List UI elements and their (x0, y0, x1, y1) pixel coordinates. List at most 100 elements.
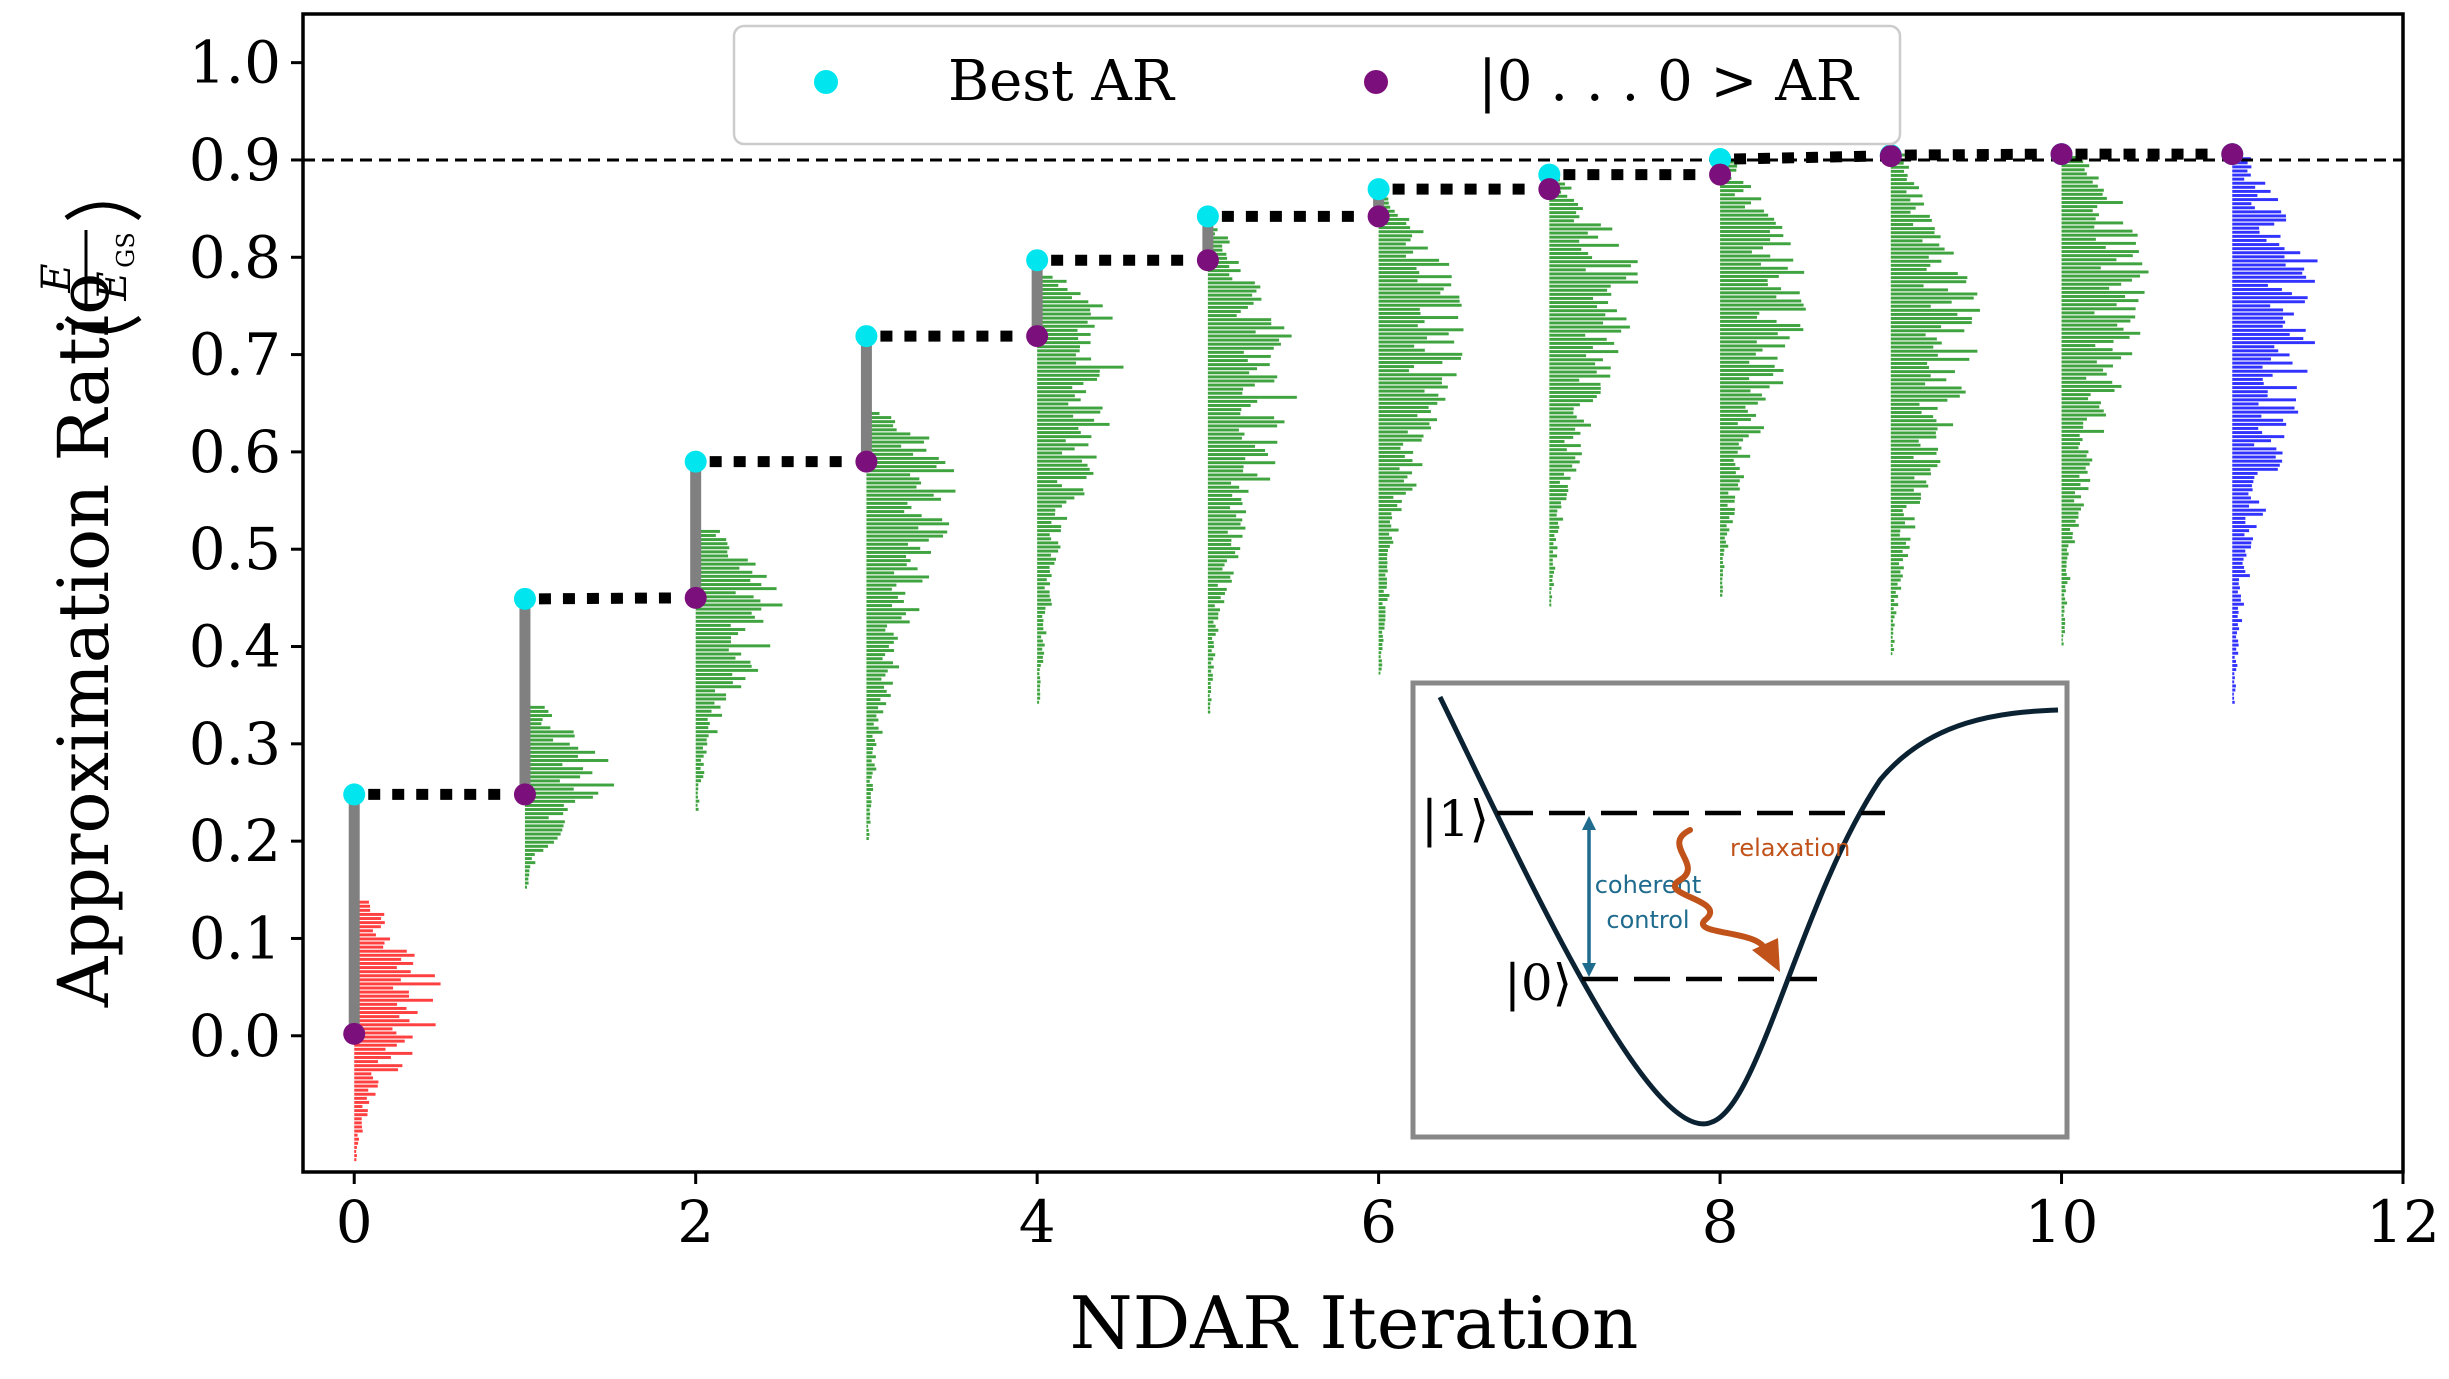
histogram-bar-5-47 (1207, 518, 1243, 522)
x-tick-label-6: 12 (2366, 1188, 2440, 1256)
histogram-bar-9-89 (1890, 288, 1948, 292)
histogram-bar-4-17 (1037, 631, 1047, 635)
histogram-bar-11-119 (2232, 214, 2286, 218)
histogram-bar-5-9 (1207, 673, 1213, 677)
histogram-bar-10-90 (2061, 274, 2141, 278)
histogram-bar-3-54 (866, 616, 902, 620)
histogram-bar-3-41 (866, 669, 888, 673)
histogram-bar-5-31 (1207, 583, 1218, 587)
histogram-bar-4-23 (1037, 606, 1046, 610)
histogram-bar-9-37 (1890, 500, 1920, 504)
histogram-bar-1-17 (524, 816, 549, 820)
histogram-bar-7-5 (1549, 583, 1554, 587)
histogram-bar-5-45 (1207, 526, 1246, 530)
histogram-bar-9-0 (1890, 652, 1893, 656)
histogram-bar-3-76 (866, 526, 919, 530)
histogram-bar-3-28 (866, 722, 874, 726)
histogram-bar-6-92 (1378, 295, 1460, 299)
histogram-bar-10-103 (2061, 221, 2124, 225)
histogram-bar-9-26 (1890, 545, 1910, 549)
histogram-bar-10-47 (2061, 450, 2089, 454)
histogram-bar-9-75 (1890, 345, 1934, 349)
histogram-bar-9-87 (1890, 296, 1974, 300)
histogram-bar-6-90 (1378, 303, 1462, 307)
histogram-bar-5-96 (1207, 318, 1272, 322)
histogram-bar-9-7 (1890, 623, 1895, 627)
histogram-bar-11-132 (2232, 161, 2248, 165)
histogram-bar-3-9 (866, 800, 872, 804)
x-tick-label-5: 10 (2025, 1188, 2099, 1256)
histogram-bar-11-61 (2232, 451, 2283, 455)
histogram-bar-5-94 (1207, 326, 1285, 330)
histogram-bar-8-66 (1720, 324, 1801, 327)
histogram-bar-6-36 (1378, 524, 1392, 528)
histogram-bar-6-72 (1378, 377, 1443, 381)
histogram-bar-10-18 (2061, 568, 2066, 572)
histogram-bar-8-67 (1720, 319, 1777, 323)
histogram-bar-11-43 (2232, 525, 2257, 529)
histogram-bar-0-33 (354, 1023, 436, 1027)
histogram-bar-8-86 (1720, 242, 1791, 246)
histogram-bar-9-10 (1890, 611, 1897, 615)
histogram-bar-8-6 (1720, 569, 1723, 573)
histogram-bar-5-55 (1207, 485, 1240, 489)
histogram-bar-9-118 (1890, 169, 1905, 173)
histogram-bar-7-39 (1549, 444, 1581, 448)
histogram-bar-4-84 (1037, 357, 1092, 361)
histogram-bar-5-12 (1207, 661, 1212, 665)
inset-relaxation-arrow (1671, 827, 1768, 953)
histogram-bar-2-46 (695, 619, 764, 623)
y-tick-label-8: 0.8 (189, 223, 281, 291)
histogram-bar-2-16 (695, 742, 708, 746)
histogram-bar-7-65 (1549, 337, 1607, 341)
histogram-bar-5-35 (1207, 567, 1223, 571)
histogram-bar-6-102 (1378, 254, 1406, 258)
histogram-bar-9-36 (1890, 505, 1907, 508)
histogram-bar-6-73 (1378, 373, 1457, 377)
histogram-bar-0-18 (354, 1084, 378, 1088)
histogram-bar-2-9 (695, 771, 705, 775)
histogram-bar-11-77 (2232, 386, 2297, 390)
histogram-bar-0-44 (354, 978, 401, 982)
histogram-bar-2-58 (695, 570, 753, 574)
histogram-bar-6-39 (1378, 512, 1392, 516)
histogram-bar-10-8 (2061, 609, 2065, 613)
histogram-bar-1-31 (524, 759, 609, 762)
histogram-bar-3-1 (866, 832, 870, 836)
histogram-bar-0-47 (354, 966, 397, 970)
histogram-bar-7-15 (1549, 542, 1554, 546)
histogram-bar-8-22 (1720, 503, 1728, 507)
histogram-bar-9-76 (1890, 341, 1942, 345)
histogram-bar-10-101 (2061, 229, 2133, 233)
histogram-bar-11-51 (2232, 492, 2249, 496)
histogram-bar-0-36 (354, 1011, 418, 1014)
histogram-bar-0-3 (354, 1145, 357, 1149)
histogram-bar-1-6 (524, 861, 536, 865)
histogram-bar-3-80 (866, 510, 905, 514)
histogram-bar-7-31 (1549, 476, 1571, 480)
histogram-bar-6-43 (1378, 495, 1394, 499)
histogram-bar-5-6 (1207, 686, 1212, 689)
histogram-bar-8-27 (1720, 483, 1739, 487)
histogram-bar-6-107 (1378, 234, 1413, 238)
histogram-bar-5-50 (1207, 506, 1231, 510)
histogram-bar-0-11 (354, 1113, 368, 1117)
histogram-bar-3-17 (866, 767, 877, 771)
histogram-bar-11-109 (2232, 255, 2285, 259)
histogram-bar-5-81 (1207, 379, 1275, 383)
y-axis-paren-left (64, 315, 142, 334)
histogram-bar-6-9 (1378, 634, 1383, 638)
zero-state-ar-point-9 (1879, 145, 1902, 168)
histogram-bar-6-58 (1378, 434, 1424, 438)
histogram-bar-5-92 (1207, 334, 1292, 338)
zero-state-ar-point-11 (2221, 143, 2244, 166)
histogram-bar-2-4 (695, 791, 698, 795)
histogram-bar-9-85 (1890, 304, 1931, 308)
y-axis-paren-right (64, 202, 142, 221)
histogram-bar-10-35 (2061, 499, 2075, 503)
histogram-bar-5-10 (1207, 669, 1212, 673)
histogram-bar-5-78 (1207, 391, 1243, 395)
best-ar-point-3 (855, 325, 878, 348)
y-axis-frac-numerator: E (34, 263, 80, 293)
